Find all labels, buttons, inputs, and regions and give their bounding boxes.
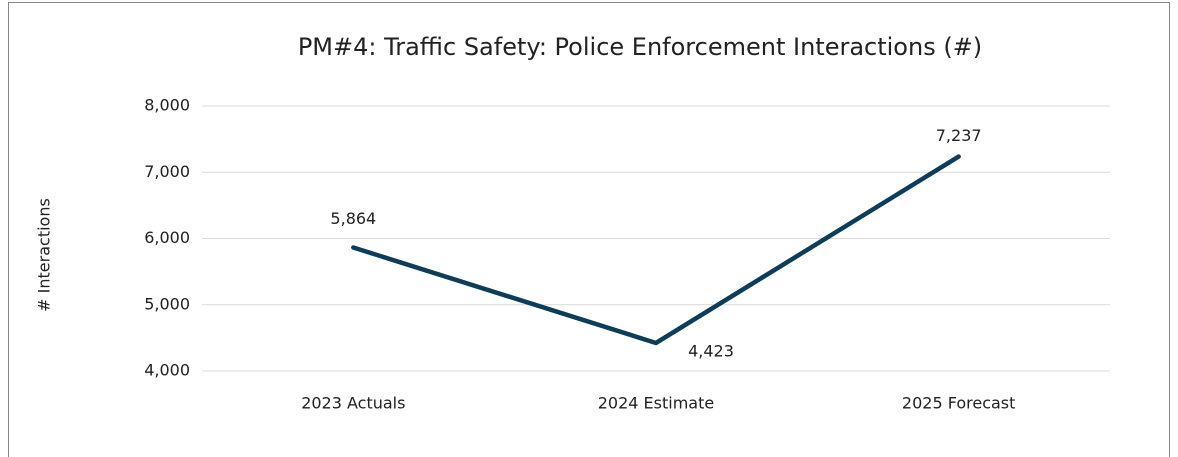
y-tick-label: 7,000 <box>144 162 190 181</box>
y-tick-label: 6,000 <box>144 228 190 247</box>
chart-border <box>8 2 1170 457</box>
y-tick-label: 5,000 <box>144 294 190 313</box>
y-axis-label: # Interactions <box>35 198 54 312</box>
x-tick-label: 2024 Estimate <box>598 394 714 413</box>
data-label: 5,864 <box>330 209 376 228</box>
line <box>351 154 961 346</box>
data-label: 4,423 <box>688 341 734 360</box>
x-tick-label: 2025 Forecast <box>902 394 1016 413</box>
y-tick-label: 8,000 <box>144 96 190 115</box>
x-tick-label: 2023 Actuals <box>301 394 405 413</box>
chart-title: PM#4: Traffic Safety: Police Enforcement… <box>298 33 982 61</box>
y-tick-label: 4,000 <box>144 361 190 380</box>
data-label: 7,237 <box>936 126 982 145</box>
